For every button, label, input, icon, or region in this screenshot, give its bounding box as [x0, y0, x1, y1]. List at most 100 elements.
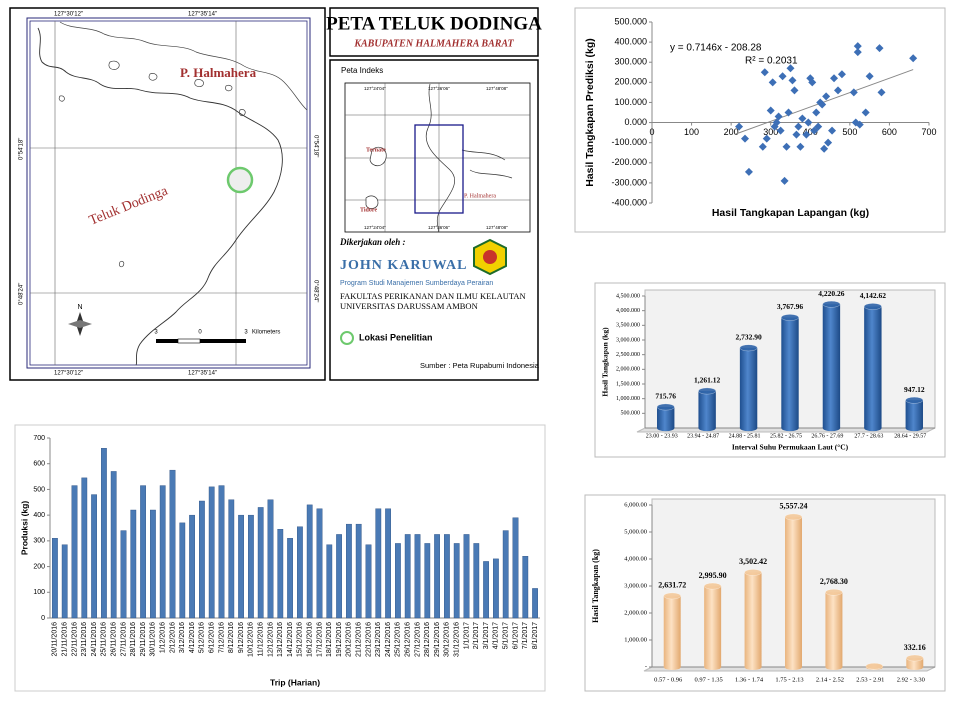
data-label: 4,220.26	[818, 289, 845, 298]
bar	[120, 530, 127, 619]
y-axis-label: Hasil Tangkapan (kg)	[591, 549, 600, 623]
scatter-point	[837, 70, 846, 79]
x-tick-label: 12/12/2016	[267, 622, 274, 657]
bar	[355, 523, 362, 619]
scatter-point	[780, 176, 789, 185]
bar	[267, 499, 274, 619]
bar	[864, 306, 882, 428]
bar	[483, 561, 489, 619]
x-tick-label: 0.57 - 0.96	[654, 676, 683, 683]
y-tick-label: 3,000.000	[616, 337, 640, 343]
index-place: Ternate	[366, 147, 386, 153]
x-tick-label: 0.97 - 1.35	[695, 676, 723, 683]
data-label: 1,261.12	[694, 376, 721, 385]
y-tick-label: 700	[33, 435, 45, 442]
coastline	[59, 21, 308, 111]
bar	[785, 516, 802, 667]
x-tick-label: 22/12/2016	[365, 622, 372, 657]
y-tick-label: 2,000.00	[624, 609, 647, 616]
index-place: P. Halmahera	[464, 193, 496, 199]
bar	[91, 494, 97, 619]
x-tick-label: 7/1/2017	[522, 622, 529, 649]
y-tick-label: -300.000	[611, 177, 647, 187]
x-tick-label: 1.36 - 1.74	[735, 676, 764, 683]
data-label: 715.76	[655, 392, 676, 401]
index-island	[365, 146, 387, 209]
logo	[473, 238, 507, 276]
map-coord: 127°35'14"	[188, 371, 217, 377]
map-coord: 0°48'24"	[19, 283, 25, 305]
bar	[502, 530, 509, 619]
scatter-point	[786, 64, 795, 73]
bar	[444, 534, 450, 619]
map-coord: 127°35'14"	[188, 12, 217, 18]
x-tick-label: 28/12/2016	[424, 622, 431, 657]
scatter-point	[760, 68, 769, 77]
bar	[287, 538, 293, 619]
y-tick-label: 0.000	[624, 117, 647, 127]
scatter-point	[853, 42, 862, 51]
x-tick-label: 28/11/2016	[130, 622, 137, 657]
bar	[277, 529, 284, 619]
legend-symbol	[340, 331, 354, 345]
map-coord: 0°54'18"	[19, 138, 25, 160]
bar	[199, 500, 205, 619]
x-tick-label: 5/12/2016	[199, 622, 206, 653]
north-arrow: N	[68, 304, 92, 336]
scatter-point	[877, 88, 886, 97]
x-tick-label: 200	[724, 127, 739, 137]
map-coord: 127°30'12"	[54, 12, 83, 18]
bar	[150, 509, 156, 619]
bar	[493, 558, 499, 619]
x-tick-label: 27/12/2016	[414, 622, 421, 657]
data-label: 947.12	[904, 385, 925, 394]
bar	[906, 658, 924, 667]
scatter-point	[865, 72, 874, 81]
bar-top	[906, 654, 924, 662]
trendline	[734, 69, 914, 135]
bar	[744, 572, 762, 667]
study-site	[226, 166, 254, 194]
bar-top	[739, 344, 758, 352]
bar	[522, 556, 529, 619]
data-label: 2,768.30	[820, 577, 848, 586]
x-tick-label: 1/12/2016	[160, 622, 167, 653]
faculty: FAKULTAS PERIKANAN DAN ILMU KELAUTAN	[340, 291, 526, 301]
y-tick-label: 400	[33, 512, 45, 519]
x-tick-label: 300	[763, 127, 778, 137]
x-tick-label: 6/12/2016	[209, 622, 216, 653]
x-tick-label: 31/12/2016	[454, 622, 461, 657]
scatter-point	[830, 74, 839, 83]
x-tick-label: 700	[921, 127, 936, 137]
x-tick-label: 3/1/2017	[483, 622, 490, 649]
bar	[336, 534, 342, 619]
bar	[663, 595, 681, 667]
scatter-point	[798, 114, 807, 123]
bar	[228, 499, 235, 619]
chart: 500.000 1,000.000 1,500.000 2,000.000 2,500.…	[601, 289, 936, 452]
x-tick-label: 29/11/2016	[140, 622, 147, 657]
y-tick-label: 500	[33, 486, 45, 493]
map-panel: 127°30'12" 127°35'14" 127°30'12" 127°35'…	[9, 7, 326, 381]
x-tick-label: 28.64 - 29.57	[894, 433, 926, 439]
x-tick-label: 24/12/2016	[385, 622, 392, 657]
x-tick-label: 4/1/2017	[493, 622, 500, 649]
bar	[822, 304, 841, 428]
x-tick-label: 8/12/2016	[228, 622, 235, 653]
north-arrow-shape	[68, 320, 92, 328]
x-tick-label: 500	[842, 127, 857, 137]
bar-top	[663, 592, 681, 600]
bar	[52, 538, 58, 619]
x-tick-label: 25.82 - 26.75	[770, 433, 802, 439]
scale-bar	[200, 339, 246, 343]
map-coord: 0°48'24"	[312, 280, 318, 302]
map-subtitle: KABUPATEN HALMAHERA BARAT	[353, 38, 514, 49]
bar	[169, 469, 176, 619]
y-tick-label: 1,000.000	[616, 396, 640, 402]
x-tick-label: 1/1/2017	[463, 622, 470, 649]
y-tick-label: -	[645, 663, 647, 670]
source: Sumber : Peta Rupabumi Indonesia	[420, 361, 540, 370]
chart: - 1,000.00 2,000.00 3,000.00 4,000.00 5,000.0…	[591, 498, 936, 683]
bar	[81, 477, 88, 619]
y-tick-label: 500.000	[621, 411, 641, 417]
